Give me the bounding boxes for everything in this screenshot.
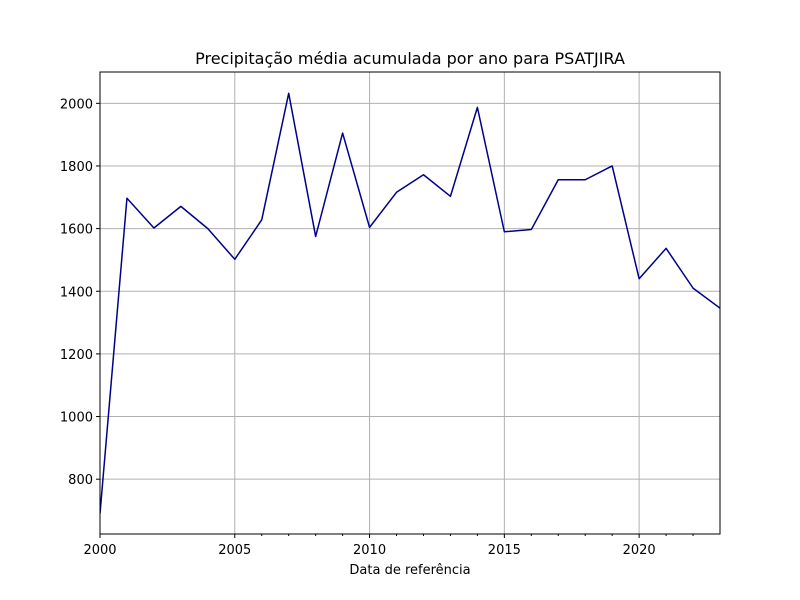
plot-frame <box>99 71 721 535</box>
x-axis-label: Data de referência <box>349 563 470 578</box>
axis-ticks: 800 1000 1200 1400 1600 1800 2000 2000 2005 2010 2… <box>60 97 694 558</box>
y-tick-label: 1000 <box>60 411 93 426</box>
chart-title: Precipitação média acumulada por ano par… <box>195 49 625 68</box>
x-tick-label: 2000 <box>83 543 116 558</box>
y-tick-label: 800 <box>68 473 93 488</box>
y-tick-label: 1400 <box>60 285 93 300</box>
y-tick-label: 1200 <box>60 348 93 363</box>
y-tick-label: 1800 <box>60 160 93 175</box>
x-tick-label: 2010 <box>353 543 386 558</box>
x-tick-label: 2015 <box>488 543 521 558</box>
grid-lines <box>99 72 720 534</box>
y-tick-label: 1600 <box>60 223 93 238</box>
series-layer <box>100 92 720 514</box>
series-line <box>100 92 720 514</box>
x-tick-label: 2005 <box>218 543 251 558</box>
x-tick-label: 2020 <box>623 543 656 558</box>
y-tick-label: 2000 <box>60 97 93 112</box>
